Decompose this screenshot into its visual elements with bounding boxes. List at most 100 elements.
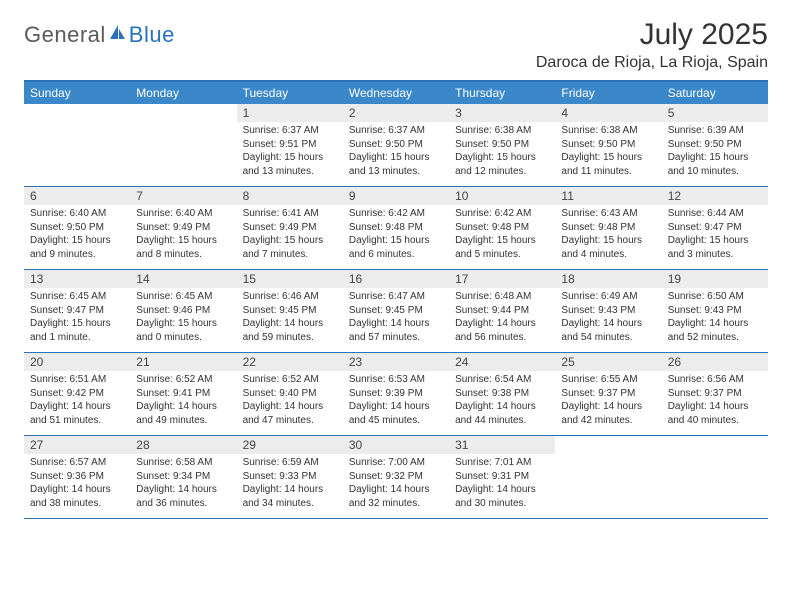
- sunrise-line: Sunrise: 6:48 AM: [455, 290, 549, 304]
- day-number: 9: [343, 187, 449, 205]
- day-number: 14: [130, 270, 236, 288]
- sunrise-line: Sunrise: 6:42 AM: [455, 207, 549, 221]
- daylight-line: Daylight: 14 hours and 40 minutes.: [668, 400, 762, 427]
- day-content: Sunrise: 6:53 AMSunset: 9:39 PMDaylight:…: [343, 371, 449, 431]
- day-content: Sunrise: 6:40 AMSunset: 9:50 PMDaylight:…: [24, 205, 130, 265]
- day-number: 13: [24, 270, 130, 288]
- day-number: 8: [237, 187, 343, 205]
- location-subtitle: Daroca de Rioja, La Rioja, Spain: [536, 54, 768, 72]
- sunset-line: Sunset: 9:50 PM: [668, 138, 762, 152]
- day-number: 21: [130, 353, 236, 371]
- calendar-page: General Blue July 2025 Daroca de Rioja, …: [0, 0, 792, 537]
- calendar-empty-cell: [130, 104, 236, 186]
- sunrise-line: Sunrise: 6:43 AM: [561, 207, 655, 221]
- sunset-line: Sunset: 9:43 PM: [668, 304, 762, 318]
- daylight-line: Daylight: 15 hours and 0 minutes.: [136, 317, 230, 344]
- day-number: 1: [237, 104, 343, 122]
- daylight-line: Daylight: 15 hours and 6 minutes.: [349, 234, 443, 261]
- day-number: 22: [237, 353, 343, 371]
- weekday-header-cell: Friday: [555, 82, 661, 104]
- day-number: 12: [662, 187, 768, 205]
- day-content: Sunrise: 6:38 AMSunset: 9:50 PMDaylight:…: [555, 122, 661, 182]
- weekday-header-cell: Wednesday: [343, 82, 449, 104]
- calendar-day-cell: 26Sunrise: 6:56 AMSunset: 9:37 PMDayligh…: [662, 353, 768, 435]
- calendar-day-cell: 21Sunrise: 6:52 AMSunset: 9:41 PMDayligh…: [130, 353, 236, 435]
- day-content: Sunrise: 6:49 AMSunset: 9:43 PMDaylight:…: [555, 288, 661, 348]
- calendar-day-cell: 24Sunrise: 6:54 AMSunset: 9:38 PMDayligh…: [449, 353, 555, 435]
- day-number: 31: [449, 436, 555, 454]
- day-number: 4: [555, 104, 661, 122]
- daylight-line: Daylight: 14 hours and 36 minutes.: [136, 483, 230, 510]
- daylight-line: Daylight: 15 hours and 4 minutes.: [561, 234, 655, 261]
- calendar-day-cell: 1Sunrise: 6:37 AMSunset: 9:51 PMDaylight…: [237, 104, 343, 186]
- day-content: Sunrise: 7:00 AMSunset: 9:32 PMDaylight:…: [343, 454, 449, 514]
- sunset-line: Sunset: 9:40 PM: [243, 387, 337, 401]
- calendar-day-cell: 9Sunrise: 6:42 AMSunset: 9:48 PMDaylight…: [343, 187, 449, 269]
- calendar-day-cell: 4Sunrise: 6:38 AMSunset: 9:50 PMDaylight…: [555, 104, 661, 186]
- day-content: Sunrise: 6:46 AMSunset: 9:45 PMDaylight:…: [237, 288, 343, 348]
- daylight-line: Daylight: 14 hours and 51 minutes.: [30, 400, 124, 427]
- sunset-line: Sunset: 9:31 PM: [455, 470, 549, 484]
- daylight-line: Daylight: 14 hours and 45 minutes.: [349, 400, 443, 427]
- day-number: 6: [24, 187, 130, 205]
- calendar-day-cell: 18Sunrise: 6:49 AMSunset: 9:43 PMDayligh…: [555, 270, 661, 352]
- calendar-day-cell: 6Sunrise: 6:40 AMSunset: 9:50 PMDaylight…: [24, 187, 130, 269]
- sail-icon: [108, 23, 128, 48]
- day-number: 17: [449, 270, 555, 288]
- sunset-line: Sunset: 9:38 PM: [455, 387, 549, 401]
- sunrise-line: Sunrise: 6:53 AM: [349, 373, 443, 387]
- sunset-line: Sunset: 9:47 PM: [668, 221, 762, 235]
- sunset-line: Sunset: 9:50 PM: [30, 221, 124, 235]
- day-number: 18: [555, 270, 661, 288]
- daylight-line: Daylight: 14 hours and 38 minutes.: [30, 483, 124, 510]
- day-number: 28: [130, 436, 236, 454]
- daylight-line: Daylight: 15 hours and 1 minute.: [30, 317, 124, 344]
- sunrise-line: Sunrise: 6:51 AM: [30, 373, 124, 387]
- day-content: Sunrise: 7:01 AMSunset: 9:31 PMDaylight:…: [449, 454, 555, 514]
- sunset-line: Sunset: 9:50 PM: [349, 138, 443, 152]
- calendar-day-cell: 3Sunrise: 6:38 AMSunset: 9:50 PMDaylight…: [449, 104, 555, 186]
- sunrise-line: Sunrise: 6:37 AM: [243, 124, 337, 138]
- day-number: 26: [662, 353, 768, 371]
- daylight-line: Daylight: 14 hours and 42 minutes.: [561, 400, 655, 427]
- day-number: 23: [343, 353, 449, 371]
- calendar-day-cell: 2Sunrise: 6:37 AMSunset: 9:50 PMDaylight…: [343, 104, 449, 186]
- sunrise-line: Sunrise: 6:45 AM: [136, 290, 230, 304]
- calendar-day-cell: 22 Sunrise: 6:52 AMSunset: 9:40 PMDayligh…: [237, 353, 343, 435]
- calendar-day-cell: 14Sunrise: 6:45 AMSunset: 9:46 PMDayligh…: [130, 270, 236, 352]
- day-content: Sunrise: 6:37 AMSunset: 9:50 PMDaylight:…: [343, 122, 449, 182]
- daylight-line: Daylight: 14 hours and 47 minutes.: [243, 400, 337, 427]
- sunset-line: Sunset: 9:39 PM: [349, 387, 443, 401]
- sunset-line: Sunset: 9:49 PM: [136, 221, 230, 235]
- day-number: 3: [449, 104, 555, 122]
- sunset-line: Sunset: 9:48 PM: [455, 221, 549, 235]
- sunrise-line: Sunrise: 6:57 AM: [30, 456, 124, 470]
- calendar-day-cell: 16Sunrise: 6:47 AMSunset: 9:45 PMDayligh…: [343, 270, 449, 352]
- sunrise-line: Sunrise: 6:56 AM: [668, 373, 762, 387]
- sunrise-line: Sunrise: 6:52 AM: [243, 373, 337, 387]
- calendar-empty-cell: [555, 436, 661, 518]
- day-content: Sunrise: 6:42 AMSunset: 9:48 PMDaylight:…: [449, 205, 555, 265]
- weekday-header-row: SundayMondayTuesdayWednesdayThursdayFrid…: [24, 82, 768, 104]
- sunset-line: Sunset: 9:34 PM: [136, 470, 230, 484]
- sunset-line: Sunset: 9:48 PM: [349, 221, 443, 235]
- sunrise-line: Sunrise: 6:49 AM: [561, 290, 655, 304]
- daylight-line: Daylight: 14 hours and 54 minutes.: [561, 317, 655, 344]
- calendar-week-row: 13Sunrise: 6:45 AMSunset: 9:47 PMDayligh…: [24, 270, 768, 353]
- daylight-line: Daylight: 15 hours and 12 minutes.: [455, 151, 549, 178]
- sunset-line: Sunset: 9:50 PM: [455, 138, 549, 152]
- day-content: Sunrise: 6:51 AMSunset: 9:42 PMDaylight:…: [24, 371, 130, 431]
- day-number: 24: [449, 353, 555, 371]
- logo-text-blue: Blue: [129, 22, 175, 48]
- day-content: Sunrise: 6:47 AMSunset: 9:45 PMDaylight:…: [343, 288, 449, 348]
- day-number: 5: [662, 104, 768, 122]
- day-content: Sunrise: 6:44 AMSunset: 9:47 PMDaylight:…: [662, 205, 768, 265]
- calendar-day-cell: 12Sunrise: 6:44 AMSunset: 9:47 PMDayligh…: [662, 187, 768, 269]
- sunset-line: Sunset: 9:44 PM: [455, 304, 549, 318]
- sunset-line: Sunset: 9:45 PM: [243, 304, 337, 318]
- month-title: July 2025: [536, 18, 768, 52]
- day-content: Sunrise: 6:42 AMSunset: 9:48 PMDaylight:…: [343, 205, 449, 265]
- calendar-week-row: 6Sunrise: 6:40 AMSunset: 9:50 PMDaylight…: [24, 187, 768, 270]
- daylight-line: Daylight: 14 hours and 30 minutes.: [455, 483, 549, 510]
- calendar-day-cell: 8Sunrise: 6:41 AMSunset: 9:49 PMDaylight…: [237, 187, 343, 269]
